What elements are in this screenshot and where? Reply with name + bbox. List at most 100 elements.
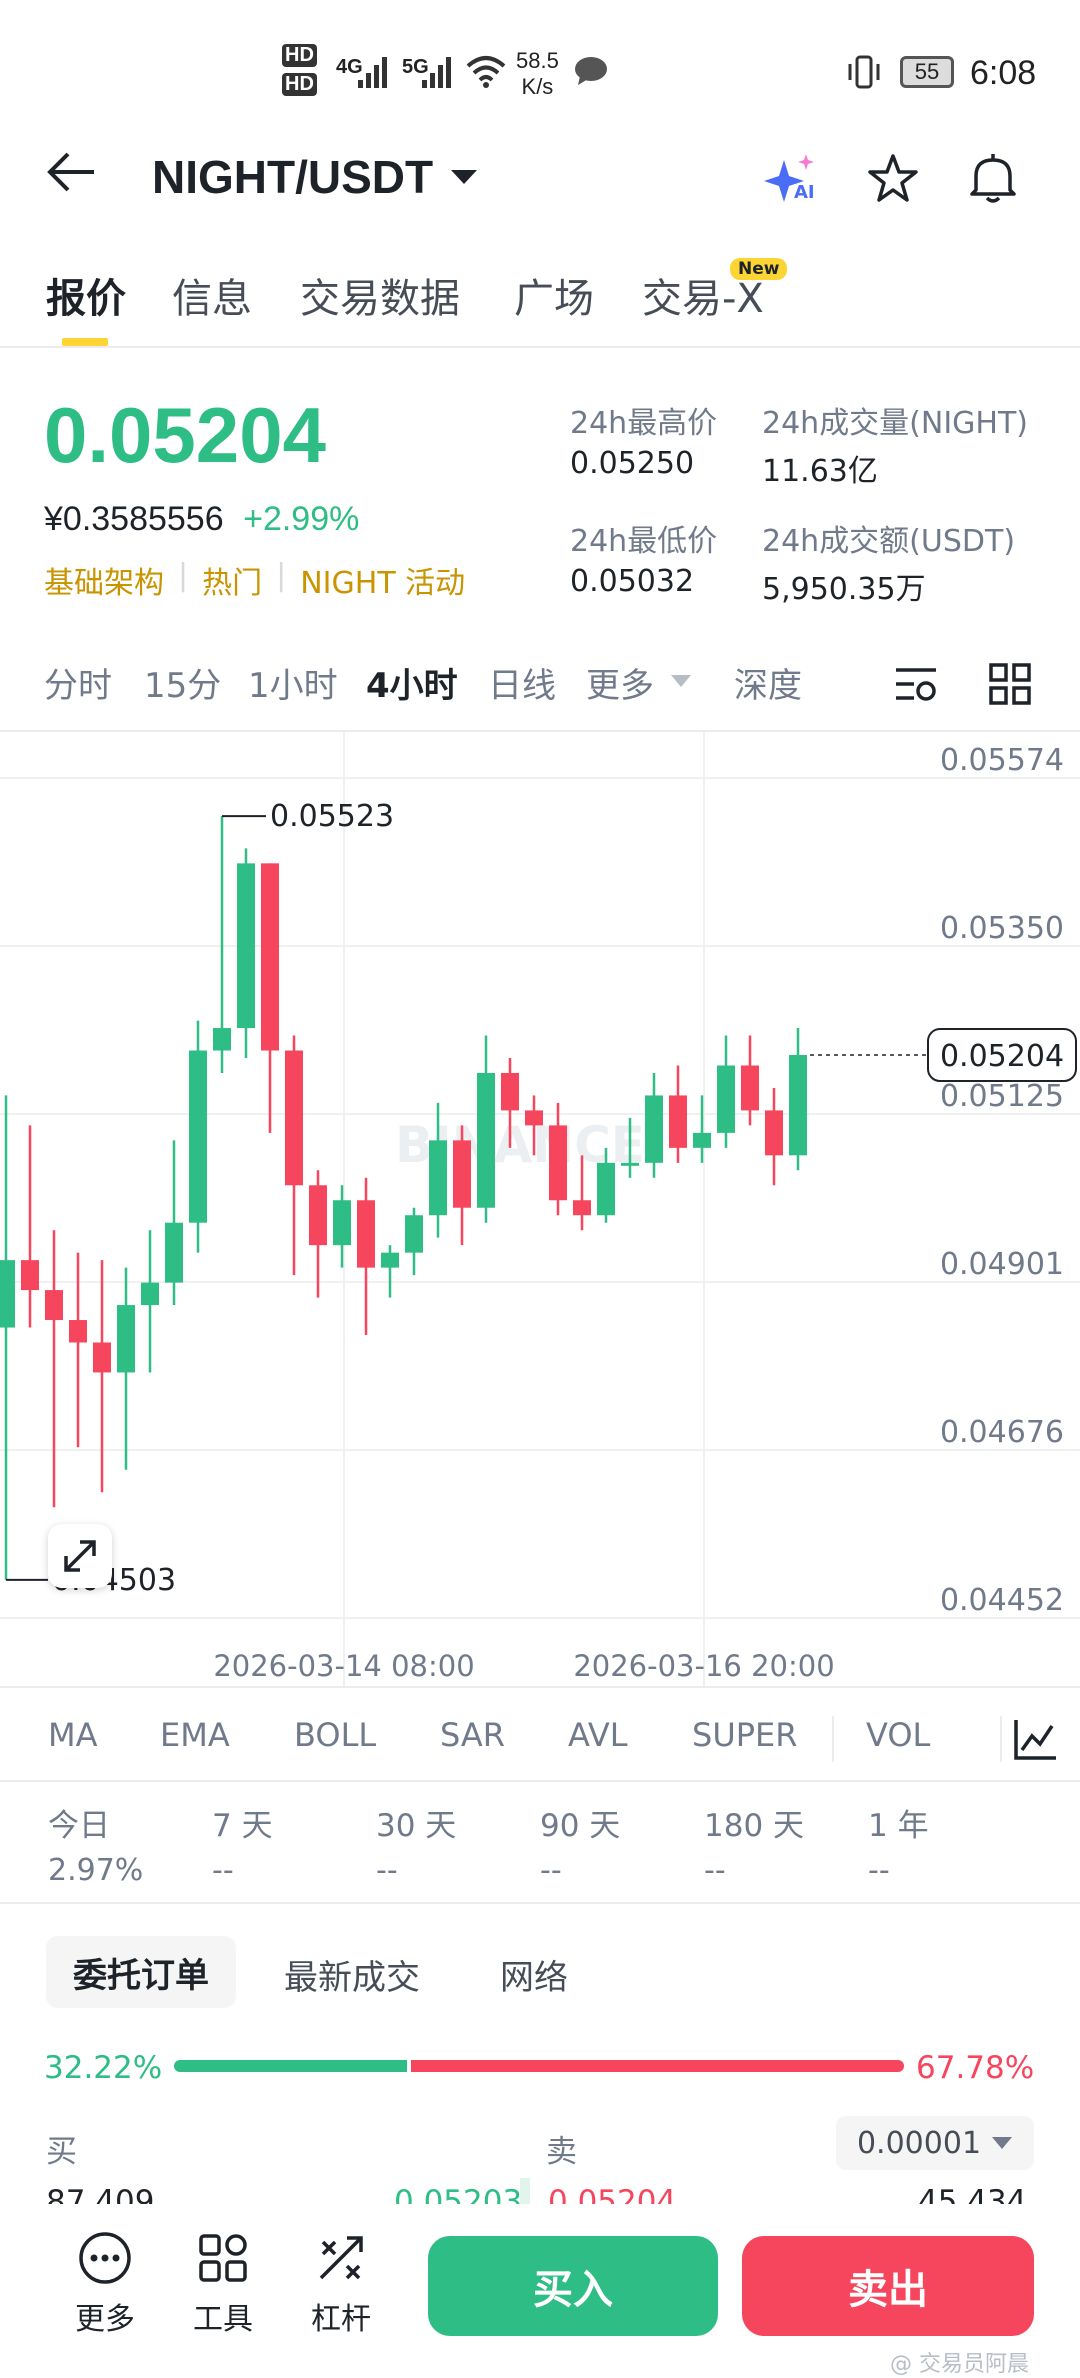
candle-body: [573, 1200, 591, 1216]
hd2-badge: HD: [282, 73, 317, 96]
y-tick-label: 0.04452: [940, 1583, 1064, 1618]
buy-ratio-pct: 32.22%: [44, 2050, 163, 2086]
leverage-icon: [319, 2236, 363, 2280]
tab-latest-trades[interactable]: 最新成交: [284, 1958, 420, 1998]
candle-body: [621, 1162, 639, 1166]
sell-ratio-fill: [411, 2060, 904, 2072]
max-price-label: 0.05523: [270, 799, 394, 834]
network-5g: 5G: [402, 56, 429, 78]
candle-body: [669, 1095, 687, 1148]
candle-body: [381, 1252, 399, 1268]
precision-selector[interactable]: 0.00001: [836, 2116, 1034, 2170]
watermark-text: @ 交易员阿晨: [890, 2352, 1029, 2377]
indicator-separator: [1000, 1716, 1002, 1762]
more-dots-icon: [79, 2232, 131, 2284]
chart-settings-icon[interactable]: [892, 662, 940, 706]
tab-order-book[interactable]: 委托订单: [46, 1936, 236, 2008]
tf-1h[interactable]: 1小时: [248, 666, 338, 706]
back-arrow-icon: [47, 152, 94, 192]
tab-trading-data[interactable]: 交易数据: [300, 276, 460, 322]
indicator-super[interactable]: SUPER: [692, 1716, 798, 1754]
price-cny: ¥0.3585556 +2.99%: [44, 500, 359, 539]
favorite-button[interactable]: [866, 152, 920, 210]
tag-hot[interactable]: 热门: [202, 566, 263, 601]
candle-body: [141, 1282, 159, 1306]
indicator-settings-icon[interactable]: [1012, 1716, 1058, 1762]
caret-down-icon: [451, 170, 478, 184]
timeframe-bar: 分时 15分 1小时 4小时 日线 更多 深度: [0, 658, 1080, 718]
indicator-boll[interactable]: BOLL: [294, 1716, 377, 1754]
pair-title: NIGHT/USDT: [152, 151, 434, 203]
candle-body: [549, 1125, 567, 1201]
candle-body: [789, 1055, 807, 1156]
candle-body: [741, 1065, 759, 1111]
tf-line[interactable]: 分时: [44, 666, 112, 706]
candle-body: [645, 1095, 663, 1163]
indicator-vol[interactable]: VOL: [866, 1716, 931, 1754]
buy-button[interactable]: 买入: [428, 2236, 718, 2336]
perf-1y: 1 年 --: [868, 1808, 929, 1888]
tf-4h[interactable]: 4小时: [366, 666, 458, 706]
tag-separator: |: [178, 558, 189, 593]
buy-column-label: 买: [46, 2134, 77, 2170]
candle-body: [285, 1050, 303, 1186]
tab-divider: [0, 346, 1080, 348]
price-alert-button[interactable]: [966, 150, 1020, 210]
tab-quote[interactable]: 报价: [46, 276, 126, 322]
low-value: 0.05032: [570, 564, 695, 599]
candle-body: [189, 1050, 207, 1223]
grid-layout-icon[interactable]: [988, 662, 1032, 706]
tag-night-event[interactable]: NIGHT 活动: [300, 566, 466, 601]
tab-trade-x[interactable]: 交易-X: [642, 276, 764, 322]
tf-depth[interactable]: 深度: [734, 666, 802, 706]
hd-indicators: HD HD: [282, 44, 317, 96]
candle-body: [453, 1140, 471, 1208]
chat-bubble-icon: [575, 57, 607, 85]
fullscreen-button[interactable]: [48, 1524, 112, 1588]
status-bar: HD HD 4G 5G 58.5 K/s 55 6:08: [0, 0, 1080, 140]
tools-grid-icon: [199, 2234, 247, 2282]
tab-square[interactable]: 广场: [514, 276, 594, 322]
candle-body: [597, 1162, 615, 1216]
back-button[interactable]: [46, 146, 98, 202]
tools-button[interactable]: 工具: [178, 2230, 268, 2338]
amount-label: 24h成交额(USDT): [762, 524, 1016, 559]
candle-body: [45, 1290, 63, 1321]
indicator-ema[interactable]: EMA: [160, 1716, 230, 1754]
indicator-ma[interactable]: MA: [48, 1716, 98, 1754]
bottom-action-bar: 更多 工具 杠杆 买入 卖出 @ 交易员阿晨: [0, 2204, 1080, 2377]
pair-selector[interactable]: NIGHT/USDT: [152, 150, 479, 204]
ai-label: AI: [794, 182, 815, 203]
tf-15m[interactable]: 15分: [144, 666, 222, 706]
candlestick-chart[interactable]: 0.05574 0.05350 0.05125 0.04901 0.04676 0.044…: [0, 732, 1080, 1686]
tf-1d[interactable]: 日线: [488, 666, 556, 706]
tab-info[interactable]: 信息: [172, 276, 252, 322]
indicator-separator: [832, 1716, 834, 1762]
sell-column-label: 卖: [546, 2134, 577, 2170]
tab-network[interactable]: 网络: [500, 1958, 568, 1998]
buy-sell-ratio-bar: [174, 2060, 904, 2072]
sell-button[interactable]: 卖出: [742, 2236, 1034, 2336]
indicator-sar[interactable]: SAR: [440, 1716, 506, 1754]
caret-down-icon: [671, 675, 691, 687]
depth-bar-buy: [520, 2178, 530, 2204]
candle-body: [405, 1215, 423, 1253]
leverage-button[interactable]: 杠杆: [296, 2230, 386, 2338]
tag-row: 基础架构 | 热门 | NIGHT 活动: [44, 558, 465, 602]
indicator-avl[interactable]: AVL: [568, 1716, 628, 1754]
indicator-bar: MA EMA BOLL SAR AVL SUPER VOL: [0, 1716, 1080, 1776]
perf-7d: 7 天 --: [212, 1808, 273, 1888]
tf-more[interactable]: 更多: [586, 666, 654, 706]
battery-icon: 55: [900, 56, 954, 88]
ai-button[interactable]: AI: [762, 150, 822, 214]
vibrate-icon: [848, 55, 880, 89]
volume-label: 24h成交量(NIGHT): [762, 406, 1029, 441]
y-tick-label: 0.05574: [940, 743, 1064, 778]
buy-qty: 87,409: [46, 2184, 155, 2204]
tag-infrastructure[interactable]: 基础架构: [44, 566, 164, 601]
wifi-icon: [466, 56, 506, 88]
performance-row: 今日 2.97% 7 天 -- 30 天 -- 90 天 -- 180 天 --…: [0, 1800, 1080, 1890]
more-button[interactable]: 更多: [60, 2230, 150, 2338]
current-price-label: 0.05204: [940, 1039, 1064, 1074]
network-4g: 4G: [336, 56, 363, 78]
